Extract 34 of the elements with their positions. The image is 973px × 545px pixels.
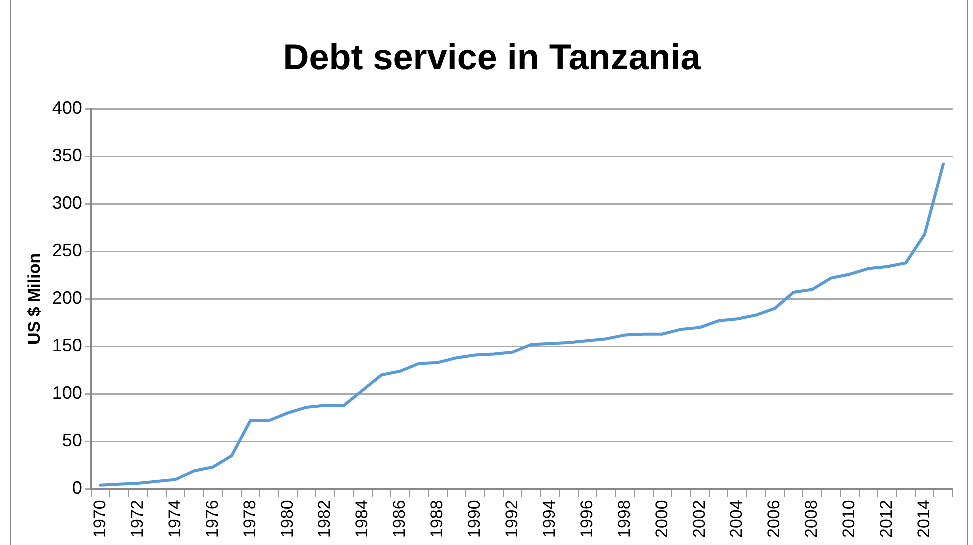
y-tick-label: 300 — [52, 193, 82, 214]
x-tick-label: 1988 — [428, 500, 447, 538]
x-tick-label: 1990 — [465, 500, 484, 538]
x-tick-label: 1978 — [240, 500, 260, 538]
x-tick-label: 2002 — [690, 500, 709, 538]
y-tick-label: 0 — [72, 478, 82, 498]
x-tick-label: 1970 — [90, 500, 110, 538]
x-tick-label: 2004 — [727, 500, 746, 538]
x-tick-label: 2012 — [877, 500, 896, 538]
y-tick-label: 350 — [52, 146, 82, 166]
y-tick-label: 400 — [52, 98, 82, 118]
x-tick-label: 1980 — [278, 500, 297, 538]
x-tick-label: 1974 — [165, 500, 184, 538]
y-tick-label: 250 — [52, 240, 82, 261]
x-tick-label: 1984 — [352, 500, 372, 538]
x-tick-label: 2008 — [802, 500, 822, 538]
x-tick-label: 2006 — [764, 500, 784, 538]
x-tick-label: 1992 — [502, 500, 522, 538]
chart-title: Debt service in Tanzania — [283, 36, 702, 78]
x-tick-label: 1976 — [202, 500, 222, 538]
x-tick-label: 2000 — [652, 500, 672, 538]
x-tick-label: 2010 — [840, 500, 859, 538]
x-tick-label: 1982 — [315, 500, 334, 538]
x-tick-label: 1986 — [390, 500, 410, 538]
y-tick-label: 100 — [52, 383, 82, 404]
y-tick-label: 150 — [52, 336, 82, 356]
y-tick-label: 50 — [62, 430, 82, 451]
x-tick-label: 1998 — [614, 500, 634, 538]
x-tick-label: 1972 — [128, 500, 147, 538]
x-tick-label: 1994 — [540, 500, 559, 538]
x-tick-label: 1996 — [577, 500, 596, 538]
x-tick-label: 2014 — [914, 500, 934, 538]
y-axis-title: US $ Milion — [24, 253, 44, 346]
y-tick-label: 200 — [52, 288, 82, 308]
